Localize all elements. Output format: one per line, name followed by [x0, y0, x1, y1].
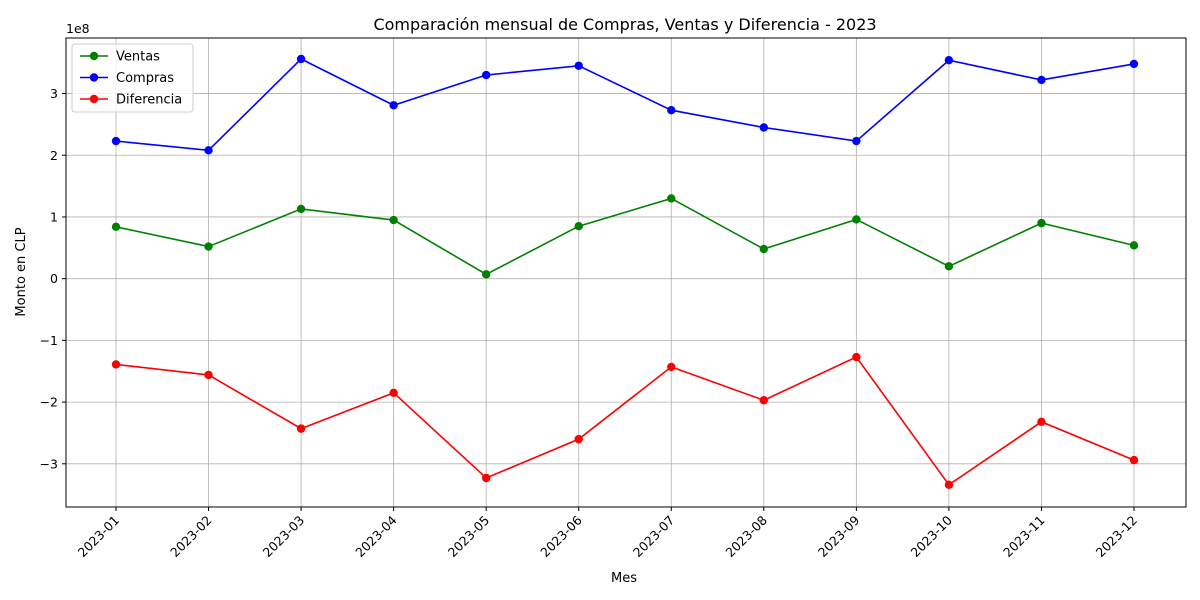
legend-marker-ventas: [89, 51, 99, 61]
y-tick-label: 1: [50, 209, 58, 224]
data-point-ventas: [204, 242, 213, 251]
y-tick-label: −3: [40, 456, 58, 471]
x-axis-label: Mes: [611, 571, 637, 586]
x-tick-label: 2023-08: [722, 512, 770, 560]
legend: Ventas Compras Diferencia: [71, 43, 194, 113]
legend-marker-diferencia: [89, 94, 99, 104]
series-ventas: [111, 194, 1139, 279]
grid: [66, 38, 1186, 507]
data-point-compras: [296, 54, 306, 64]
x-tick-label: 2023-09: [815, 512, 863, 560]
y-tick-label: 2: [50, 148, 58, 163]
data-point-diferencia: [667, 362, 676, 372]
data-point-diferencia: [296, 424, 306, 433]
data-point-diferencia: [389, 388, 398, 398]
data-point-diferencia: [481, 473, 491, 483]
legend-marker-compras: [89, 73, 99, 82]
data-point-compras: [389, 101, 398, 110]
data-point-ventas: [574, 222, 583, 231]
legend-label-ventas: Ventas: [116, 50, 160, 65]
data-point-ventas: [759, 244, 769, 254]
data-point-ventas: [1129, 241, 1139, 250]
legend-label-compras: Compras: [116, 71, 174, 86]
data-point-compras: [481, 70, 491, 80]
x-tick-label: 2023-10: [907, 512, 955, 560]
y-tick-label: 0: [50, 271, 58, 286]
data-point-compras: [852, 136, 861, 146]
y-offset-text: 1e8: [66, 21, 90, 36]
data-point-ventas: [667, 194, 676, 203]
y-axis-label: Monto en CLP: [14, 227, 29, 316]
data-point-compras: [574, 61, 583, 70]
data-point-diferencia: [1129, 455, 1139, 465]
data-point-compras: [111, 136, 121, 146]
data-point-compras: [1037, 75, 1046, 85]
legend-box: [71, 43, 194, 113]
data-point-ventas: [852, 215, 861, 224]
data-point-ventas: [944, 262, 954, 271]
data-point-diferencia: [852, 352, 861, 362]
x-tick-label: 2023-07: [630, 513, 678, 561]
x-tick-label: 2023-03: [260, 513, 308, 561]
y-tick-label: 3: [50, 86, 58, 101]
data-point-compras: [944, 56, 954, 65]
data-point-ventas: [481, 270, 491, 279]
y-tick-label: −1: [40, 333, 58, 348]
legend-label-diferencia: Diferencia: [116, 93, 182, 108]
series-line-diferencia: [115, 356, 1135, 486]
data-point-compras: [667, 106, 676, 115]
series-line-compras: [115, 58, 1135, 152]
data-point-compras: [759, 123, 769, 132]
data-point-ventas: [1037, 218, 1046, 228]
data-point-compras: [204, 146, 213, 155]
data-point-ventas: [389, 215, 398, 225]
x-tick-label: 2023-05: [445, 513, 493, 561]
series-diferencia: [111, 352, 1139, 489]
data-point-diferencia: [759, 396, 769, 405]
x-tick-label: 2023-06: [537, 512, 585, 560]
series-line-ventas: [115, 197, 1135, 276]
plot-area: [111, 54, 1139, 489]
data-point-compras: [1129, 59, 1139, 69]
data-point-diferencia: [944, 480, 954, 489]
axes-frame: [65, 37, 1187, 508]
y-tick-label: −2: [40, 395, 58, 410]
y-axis: −3 −2 −1 0 1 2 3: [40, 86, 66, 471]
x-tick-label: 2023-02: [167, 513, 215, 561]
data-point-diferencia: [111, 360, 121, 369]
x-tick-label: 2023-11: [1000, 513, 1048, 561]
x-tick-label: 2023-12: [1093, 513, 1141, 561]
data-point-diferencia: [1037, 417, 1046, 427]
chart-title: Comparación mensual de Compras, Ventas y…: [373, 15, 876, 34]
x-tick-label: 2023-01: [75, 513, 123, 561]
x-tick-label: 2023-04: [352, 512, 400, 560]
x-axis: 2023-01 2023-02 2023-03 2023-04 2023-05 2023-…: [75, 507, 1141, 561]
data-point-diferencia: [204, 370, 213, 380]
data-point-diferencia: [574, 434, 583, 444]
data-point-ventas: [111, 222, 121, 232]
data-point-ventas: [296, 204, 306, 214]
series-compras: [111, 54, 1139, 155]
